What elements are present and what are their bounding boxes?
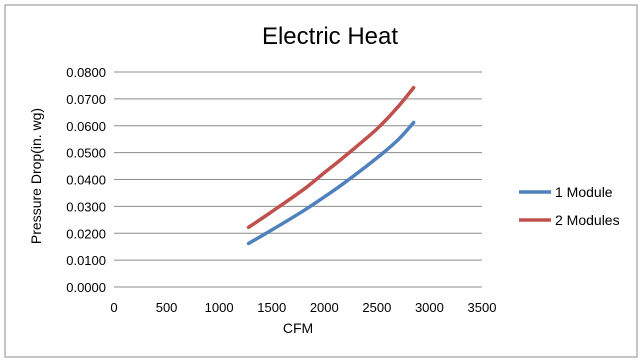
y-tick-label: 0.0200 (66, 226, 106, 241)
chart-frame (4, 4, 638, 358)
y-tick-label: 0.0600 (66, 119, 106, 134)
x-tick-label: 1000 (205, 300, 234, 315)
series-line-1-module (246, 120, 416, 246)
x-tick-label: 0 (110, 300, 117, 315)
y-tick-label: 0.0400 (66, 173, 106, 188)
y-tick-label: 0.0500 (66, 146, 106, 161)
y-tick-label: 0.0700 (66, 92, 106, 107)
gridlines (114, 71, 482, 261)
series-line-2-modules (246, 85, 416, 230)
y-tick-label: 0.0300 (66, 199, 106, 214)
x-tick-label: 1500 (257, 300, 286, 315)
series-lines (246, 85, 416, 246)
x-tick-label: 500 (156, 300, 178, 315)
x-tick-label: 3500 (468, 300, 497, 315)
legend-label-2-modules: 2 Modules (555, 212, 620, 228)
y-axis-ticks: 0.0000 0.0100 0.0200 0.0300 0.0400 0.0500 0.06… (66, 65, 106, 295)
x-tick-label: 2000 (310, 300, 339, 315)
x-tick-label: 2500 (362, 300, 391, 315)
chart-title: Electric Heat (262, 23, 398, 50)
legend-label-1-module: 1 Module (555, 184, 613, 200)
y-axis-label: Pressure Drop(in. wg) (28, 108, 44, 244)
x-tick-label: 3000 (415, 300, 444, 315)
x-axis-label: CFM (283, 320, 313, 336)
y-tick-label: 0.0100 (66, 253, 106, 268)
x-axis-ticks: 0 500 1000 1500 2000 2500 3000 3500 (110, 300, 496, 315)
y-tick-label: 0.0800 (66, 65, 106, 80)
legend: 1 Module 2 Modules (519, 184, 620, 228)
y-tick-label: 0.0000 (66, 280, 106, 295)
